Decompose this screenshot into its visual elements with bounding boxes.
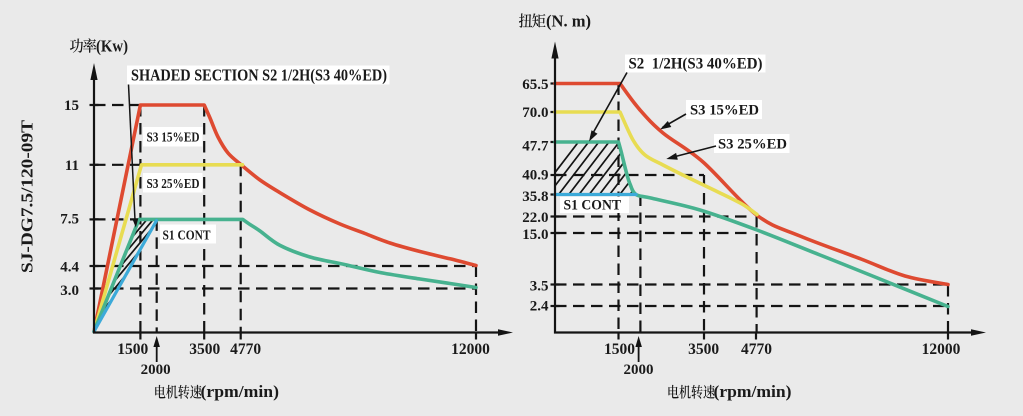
svg-text:7.5: 7.5 bbox=[60, 211, 79, 227]
svg-text:SHADED SECTION S2 1/2H(S3 40%E: SHADED SECTION S2 1/2H(S3 40%ED) bbox=[131, 66, 387, 85]
svg-text:4770: 4770 bbox=[230, 341, 261, 358]
svg-text:SJ-DG7.5/120-09T: SJ-DG7.5/120-09T bbox=[18, 119, 37, 273]
svg-text:1500: 1500 bbox=[117, 341, 148, 358]
svg-text:3500: 3500 bbox=[688, 341, 719, 358]
svg-text:4770: 4770 bbox=[741, 341, 772, 358]
svg-text:1500: 1500 bbox=[604, 341, 635, 358]
svg-text:S1 CONT: S1 CONT bbox=[163, 229, 212, 244]
svg-text:47.7: 47.7 bbox=[522, 139, 549, 155]
svg-text:35.8: 35.8 bbox=[522, 189, 548, 205]
svg-text:2000: 2000 bbox=[141, 362, 171, 378]
svg-text:65.5: 65.5 bbox=[522, 77, 548, 93]
svg-text:4.4: 4.4 bbox=[60, 260, 79, 276]
svg-text:3.0: 3.0 bbox=[60, 283, 79, 299]
svg-text:S3 15%ED: S3 15%ED bbox=[690, 103, 759, 119]
svg-text:S3 25%ED: S3 25%ED bbox=[718, 137, 787, 153]
svg-text:11: 11 bbox=[65, 158, 79, 174]
svg-text:2000: 2000 bbox=[624, 362, 654, 378]
svg-text:(Kw): (Kw) bbox=[96, 37, 128, 56]
svg-text:(N. m): (N. m) bbox=[546, 12, 591, 31]
svg-text:15: 15 bbox=[64, 98, 79, 114]
svg-text:S2 1/2H(S3 40%ED): S2 1/2H(S3 40%ED) bbox=[629, 56, 763, 73]
svg-text:S3 25%ED: S3 25%ED bbox=[147, 177, 200, 192]
svg-text:3500: 3500 bbox=[189, 341, 220, 358]
svg-text:12000: 12000 bbox=[451, 341, 490, 358]
svg-text:2.4: 2.4 bbox=[530, 299, 549, 315]
svg-text:(rpm/min): (rpm/min) bbox=[714, 382, 792, 401]
svg-text:15.0: 15.0 bbox=[522, 227, 548, 243]
svg-text:12000: 12000 bbox=[922, 341, 961, 358]
svg-text:22.0: 22.0 bbox=[522, 210, 548, 226]
svg-text:70.0: 70.0 bbox=[522, 105, 548, 121]
svg-text:40.9: 40.9 bbox=[522, 168, 548, 184]
svg-text:(rpm/min): (rpm/min) bbox=[201, 382, 280, 401]
svg-text:3.5: 3.5 bbox=[530, 279, 549, 295]
svg-text:S1 CONT: S1 CONT bbox=[564, 198, 622, 214]
svg-text:S3 15%ED: S3 15%ED bbox=[147, 131, 200, 146]
